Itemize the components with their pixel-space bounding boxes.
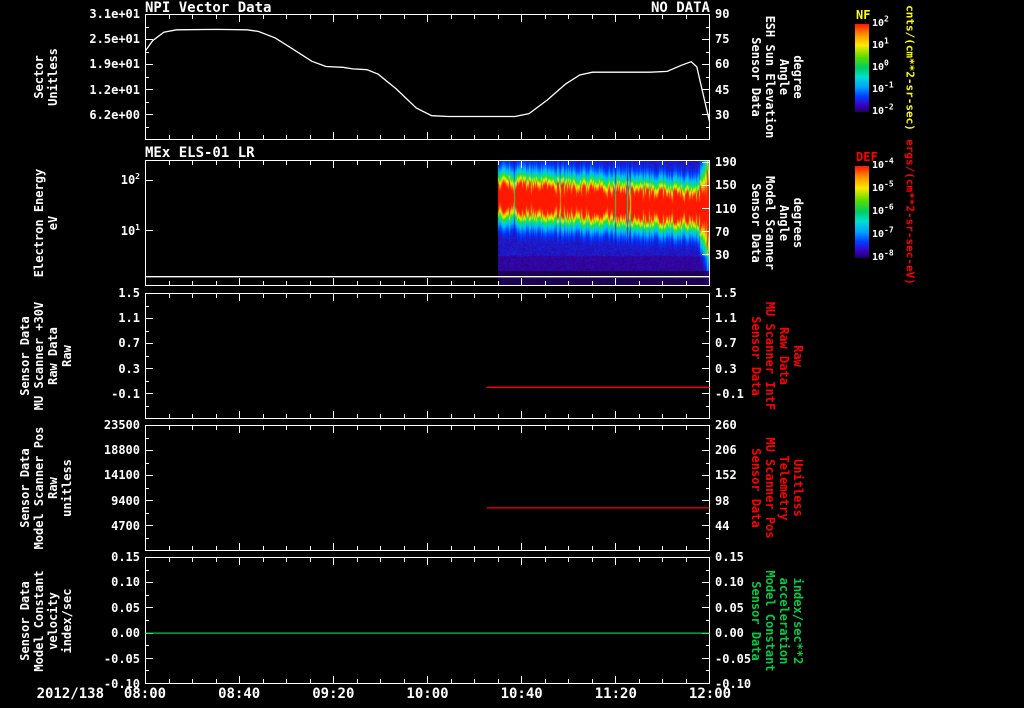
y-tick-label-right: 110 <box>715 201 737 216</box>
colorbar-def <box>855 166 869 258</box>
axis-title-right-panel-3: Raw Raw Data MU Scanner IntF Sensor Data <box>749 301 805 411</box>
axis-title-left-panel-5: Sensor Data Model Constant velocity inde… <box>18 569 74 672</box>
y-tick-label-right: 0.15 <box>715 550 744 564</box>
y-tick-label-left: 18800 <box>103 443 140 458</box>
panel1-title: NPI Vector Data <box>145 0 272 16</box>
y-tick-label-right: 45 <box>715 82 730 97</box>
x-tick-label: 11:20 <box>594 686 637 702</box>
y-tick-label-right: 30 <box>715 107 730 122</box>
colorbar-tick-label: 10-1 <box>872 80 894 95</box>
y-tick-label-left: 23500 <box>103 418 140 432</box>
y-tick-label-right: 0.7 <box>715 336 737 351</box>
colorbar-tick-label: 102 <box>872 14 889 29</box>
x-tick-label: 08:00 <box>123 686 167 702</box>
y-tick-label-left: 0.3 <box>118 361 140 376</box>
y-tick-label-left: 0.10 <box>111 575 140 590</box>
y-tick-label-right: 44 <box>715 518 730 533</box>
no-data-label: NO DATA <box>650 0 710 16</box>
x-axis-date-label: 2012/138 <box>36 686 104 702</box>
y-tick-label-left: 0.7 <box>118 336 140 351</box>
y-tick-label-left: 9400 <box>111 493 140 508</box>
panel-1-frame <box>145 14 710 140</box>
x-tick-label: 08:40 <box>218 686 261 702</box>
y-tick-label-left: 102 <box>120 172 140 188</box>
y-tick-label-right: 0.10 <box>715 575 744 590</box>
y-tick-label-right: 1.5 <box>715 286 737 300</box>
y-tick-label-right: 152 <box>715 468 737 483</box>
axis-title-left-panel-4: Sensor Data Model Scanner Pos Raw unitle… <box>18 426 74 550</box>
colorbar-def-title: DEF <box>856 150 878 164</box>
y-tick-label-right: 206 <box>715 443 737 458</box>
y-tick-label-right: 75 <box>715 32 730 47</box>
y-tick-label-right: 70 <box>715 224 730 239</box>
y-tick-label-left: 3.1e+01 <box>89 7 140 21</box>
y-tick-label-left: -0.05 <box>103 651 140 666</box>
y-tick-label-left: 14100 <box>103 468 140 483</box>
panel2-title: MEx ELS-01 LR <box>145 145 255 161</box>
axis-title-right-panel-4: Unitless Telemetry MU Scanner Pos Sensor… <box>749 437 805 539</box>
y-tick-label-right: 30 <box>715 248 730 263</box>
y-tick-label-right: -0.10 <box>715 677 752 691</box>
y-tick-label-left: 101 <box>120 222 140 238</box>
axis-title-right-panel-5: index/sec**2 acceleration Model Constant… <box>749 569 805 672</box>
panel-4-frame <box>145 425 710 551</box>
panel-5-frame <box>145 557 710 684</box>
y-tick-label-left: 0.15 <box>111 550 140 564</box>
series-sector <box>145 28 710 122</box>
y-tick-label-left: 1.1 <box>118 311 140 326</box>
colorbar-tick-label: 10-4 <box>872 156 894 171</box>
y-tick-label-left: 6.2e+00 <box>89 107 140 122</box>
y-tick-label-right: 98 <box>715 493 730 508</box>
colorbar-nf <box>855 24 869 112</box>
y-tick-label-left: 4700 <box>111 518 140 533</box>
y-tick-label-left: 0.00 <box>111 626 140 641</box>
y-tick-label-right: 60 <box>715 57 730 72</box>
panel-3-frame <box>145 293 710 419</box>
colorbar-tick-label: 100 <box>872 58 889 73</box>
axis-title-left-panel-3: Sensor Data MU Scanner +30V Raw Data Raw <box>18 301 74 411</box>
y-tick-label-right: 150 <box>715 178 737 193</box>
colorbar-tick-label: 10-8 <box>872 248 894 263</box>
colorbar-tick-label: 101 <box>872 36 889 51</box>
colorbar-tick-label: 10-5 <box>872 179 894 194</box>
colorbar-nf-title: NF <box>856 8 871 22</box>
x-tick-label: 10:00 <box>406 686 449 702</box>
axis-title-right-panel-1: degree Angle ESH Sun Elevation Sensor Da… <box>749 15 805 139</box>
colorbar-nf-unit: cnts/(cm**2-sr-sec) <box>903 5 917 131</box>
axis-title-right-panel-2: degrees Angle Model Scanner Sensor Data <box>749 176 805 270</box>
y-tick-label-right: -0.05 <box>715 651 752 666</box>
y-tick-label-left: -0.1 <box>111 386 140 401</box>
colorbar-def-unit: ergs/(cm**2-sr-sec-eV) <box>903 139 917 285</box>
panel-2-frame <box>145 160 710 286</box>
x-tick-label: 10:40 <box>500 686 543 702</box>
axis-title-left-panel-2: Electron Energy eV <box>32 168 60 278</box>
y-tick-label-left: 1.2e+01 <box>89 82 140 97</box>
x-tick-label: 09:20 <box>312 686 355 702</box>
y-tick-label-right: 0.3 <box>715 361 737 376</box>
y-tick-label-right: -0.1 <box>715 386 744 401</box>
colorbar-tick-label: 10-2 <box>872 102 894 117</box>
x-tick-label: 12:00 <box>688 686 732 702</box>
y-tick-label-right: 90 <box>715 7 730 21</box>
y-tick-label-left: 1.5 <box>118 286 140 300</box>
colorbar-tick-label: 10-6 <box>872 202 894 217</box>
y-tick-label-left: 1.9e+01 <box>89 57 140 72</box>
y-tick-label-right: 260 <box>715 418 737 432</box>
y-tick-label-right: 190 <box>715 154 737 169</box>
y-tick-label-left: 0.05 <box>111 600 140 615</box>
y-tick-label-right: 1.1 <box>715 311 737 326</box>
y-tick-label-left: 2.5e+01 <box>89 32 140 47</box>
axis-title-left-panel-1: Sector Unitless <box>32 48 60 106</box>
y-tick-label-left: -0.10 <box>103 677 140 691</box>
y-tick-label-right: 0.05 <box>715 600 744 615</box>
y-tick-label-right: 0.00 <box>715 626 744 641</box>
colorbar-tick-label: 10-7 <box>872 225 894 240</box>
spectrogram-canvas <box>146 161 709 285</box>
